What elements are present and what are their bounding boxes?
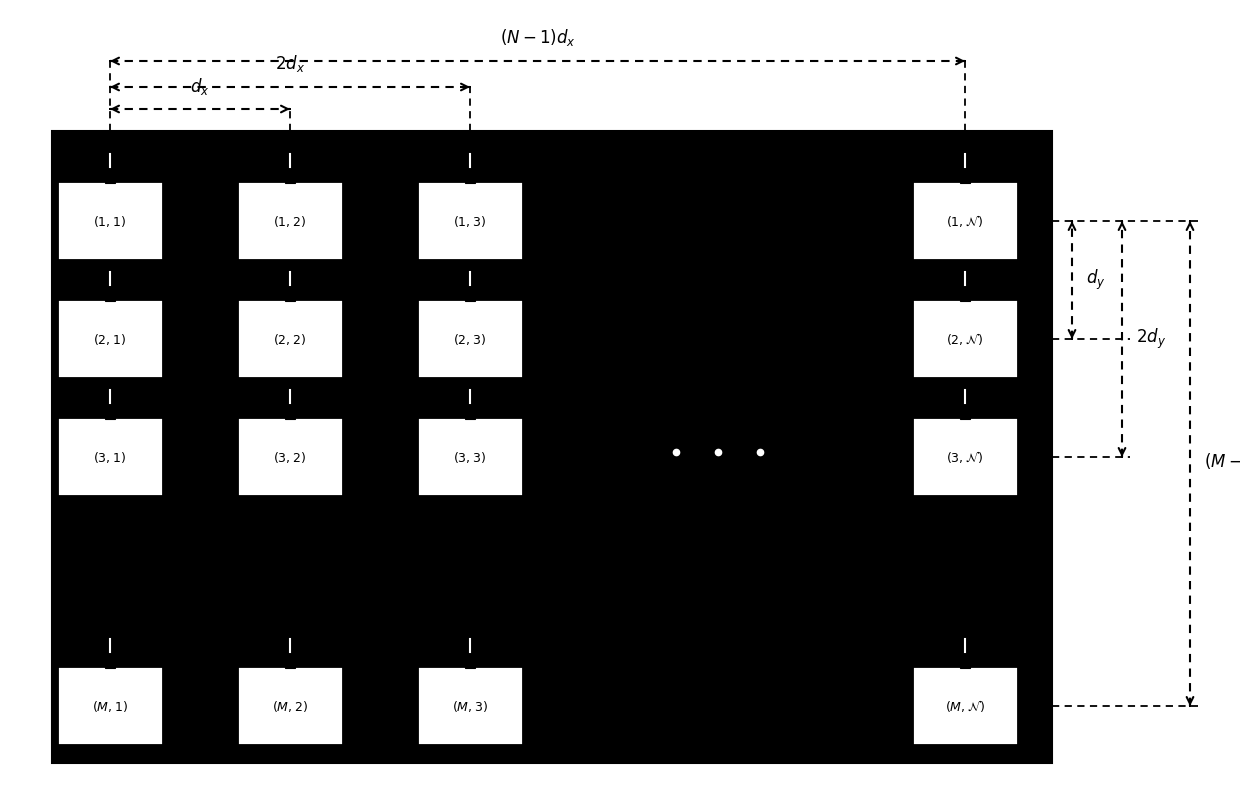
Bar (465, 403, 475, 419)
Bar (285, 285, 295, 301)
Text: $(2,2)$: $(2,2)$ (274, 331, 306, 346)
Bar (960, 652, 970, 668)
Text: $2d_y$: $2d_y$ (1136, 327, 1166, 351)
Text: $(1,3)$: $(1,3)$ (454, 214, 486, 229)
Bar (465, 167, 475, 183)
Bar (105, 285, 115, 301)
Bar (57, 300, 162, 378)
Bar (960, 167, 970, 183)
Bar (238, 418, 342, 496)
Bar (105, 167, 115, 183)
Text: $(2,\mathcal{N})$: $(2,\mathcal{N})$ (946, 331, 983, 347)
Bar (913, 182, 1018, 260)
Text: $d_y$: $d_y$ (1086, 268, 1106, 292)
Bar (238, 667, 342, 745)
Bar (418, 300, 522, 378)
Text: $(2,3)$: $(2,3)$ (454, 331, 486, 346)
Bar (465, 285, 475, 301)
Bar (960, 403, 970, 419)
Text: $d_x$: $d_x$ (190, 76, 210, 97)
Bar (285, 652, 295, 668)
Bar (238, 182, 342, 260)
Bar (913, 667, 1018, 745)
Text: $(3,\mathcal{N})$: $(3,\mathcal{N})$ (946, 449, 983, 465)
Text: $(2,1)$: $(2,1)$ (93, 331, 126, 346)
Bar (105, 403, 115, 419)
Bar (105, 652, 115, 668)
Text: $(3,3)$: $(3,3)$ (454, 449, 486, 464)
Bar (52, 131, 1052, 763)
Text: $(M,3)$: $(M,3)$ (453, 698, 487, 713)
Bar (57, 418, 162, 496)
Text: $2d_x$: $2d_x$ (275, 53, 305, 74)
Text: $(1,1)$: $(1,1)$ (93, 214, 126, 229)
Bar (238, 300, 342, 378)
Bar (418, 418, 522, 496)
Bar (913, 418, 1018, 496)
Text: $(1,\mathcal{N})$: $(1,\mathcal{N})$ (946, 213, 983, 229)
Bar (913, 300, 1018, 378)
Bar (418, 182, 522, 260)
Bar (960, 285, 970, 301)
Text: $(1,2)$: $(1,2)$ (274, 214, 306, 229)
Bar (285, 403, 295, 419)
Text: $(M,2)$: $(M,2)$ (272, 698, 308, 713)
Bar (57, 182, 162, 260)
Bar (418, 667, 522, 745)
Text: $(3,2)$: $(3,2)$ (274, 449, 306, 464)
Text: $(M-1)d_y$: $(M-1)d_y$ (1204, 452, 1240, 475)
Text: $(N-1)d_x$: $(N-1)d_x$ (500, 27, 575, 48)
Bar (465, 652, 475, 668)
Text: $(M,\mathcal{N})$: $(M,\mathcal{N})$ (945, 698, 985, 714)
Bar (285, 167, 295, 183)
Text: $(3,1)$: $(3,1)$ (93, 449, 126, 464)
Text: $(M,1)$: $(M,1)$ (92, 698, 128, 713)
Bar (57, 667, 162, 745)
